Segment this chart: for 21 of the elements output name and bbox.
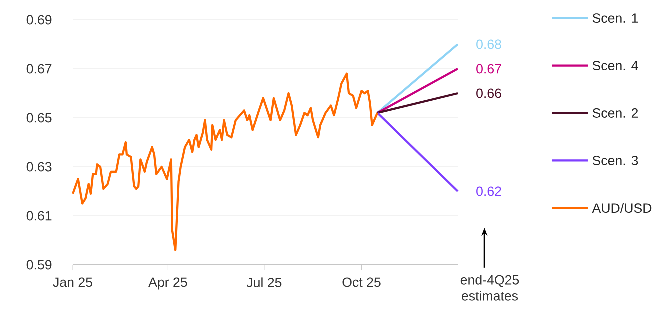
y-tick-label: 0.69 — [26, 15, 52, 25]
y-tick-label: 0.61 — [26, 211, 52, 221]
text: end-4Q25 estimates — [460, 275, 520, 301]
legend-label: AUD/USD — [592, 203, 652, 214]
x-tick-label: Apr 25 — [148, 278, 188, 290]
legend-label: Scen. 1 — [592, 14, 638, 24]
y-tick-label: 0.67 — [26, 64, 52, 74]
legend-label: Scen. 4 — [592, 61, 638, 71]
legend-label: Scen. 3 — [592, 156, 638, 166]
data-label: 0.67 — [476, 64, 502, 74]
y-tick-label: 0.65 — [26, 113, 52, 123]
data-label: 0.62 — [476, 186, 502, 196]
y-tick-label: 0.63 — [26, 162, 52, 172]
y-tick-label: 0.59 — [26, 260, 52, 270]
data-label: 0.68 — [476, 40, 502, 50]
legend-label: Scen. 2 — [592, 108, 638, 118]
data-label: 0.66 — [476, 88, 502, 98]
x-tick-label: Oct 25 — [342, 278, 381, 288]
x-tick-label: Jan 25 — [53, 278, 92, 288]
x-tick-label: Jul 25 — [246, 278, 282, 288]
line-series — [72, 72, 379, 252]
